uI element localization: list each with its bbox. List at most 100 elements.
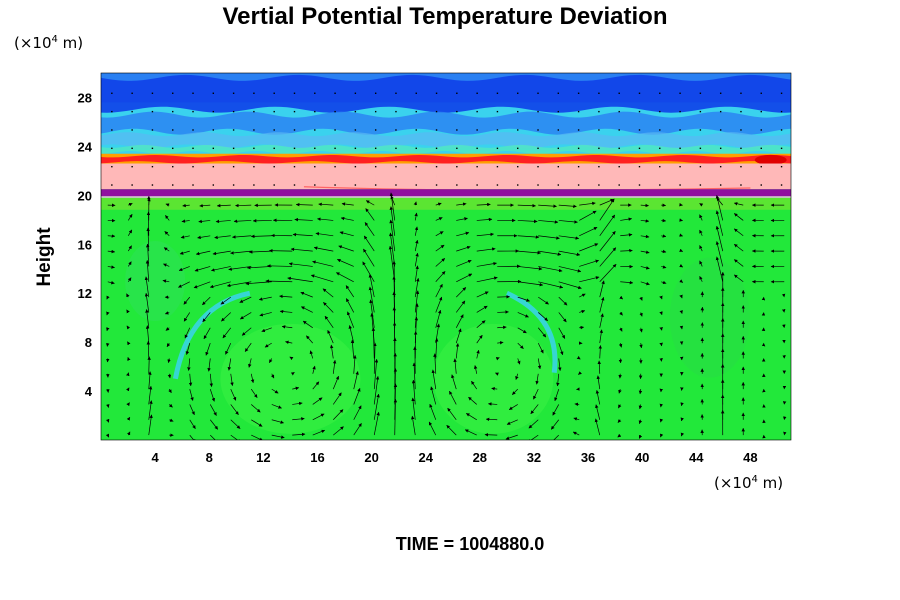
vector-dot: [435, 184, 438, 186]
vector-arrow: [233, 219, 252, 223]
vector-arrow: [388, 232, 396, 267]
vector-arrow: [270, 373, 275, 379]
vector-arrow: [618, 404, 622, 409]
vector-arrow: [317, 217, 334, 221]
vector-arrow: [212, 250, 231, 256]
vector-dot: [395, 92, 397, 94]
vector-arrow: [579, 325, 585, 330]
vector-dot: [456, 110, 458, 113]
vector-arrow: [261, 327, 272, 332]
vector-arrow: [167, 373, 172, 379]
vector-arrow: [185, 343, 191, 355]
vector-dot: [415, 165, 417, 168]
vector-dot: [719, 92, 722, 94]
vector-arrow: [105, 418, 110, 423]
vector-arrow: [126, 309, 130, 314]
vector-arrow: [178, 281, 190, 288]
vector-arrow: [538, 296, 549, 305]
vector-arrow: [279, 309, 293, 314]
vector-arrow: [659, 403, 664, 408]
vector-arrow: [554, 389, 560, 402]
vector-arrow: [558, 235, 580, 240]
vector-dot: [517, 165, 519, 168]
vector-arrow: [414, 252, 419, 267]
vector-arrow: [576, 355, 581, 360]
vector-arrow: [209, 281, 231, 289]
vector-arrow: [179, 250, 190, 255]
vector-dot: [435, 92, 438, 94]
vector-dot: [273, 92, 275, 94]
vector-arrow: [597, 360, 602, 374]
vector-arrow: [435, 258, 446, 267]
vector-arrow: [733, 243, 744, 252]
vector-arrow: [699, 245, 703, 252]
vector-arrow: [558, 358, 562, 371]
vector-dot: [192, 184, 194, 186]
vector-dot: [659, 129, 661, 131]
vector-arrow: [251, 419, 263, 427]
vector-arrow: [659, 311, 663, 316]
vector-arrow: [517, 266, 543, 271]
vector-arrow: [558, 266, 582, 273]
y-tick-label: 20: [78, 188, 92, 203]
vector-arrow: [476, 291, 489, 298]
vector-dot: [679, 184, 681, 186]
vector-dot: [131, 110, 133, 113]
vector-arrow: [239, 296, 252, 303]
vector-dot: [131, 165, 133, 168]
vector-dot: [456, 165, 458, 168]
vector-arrow: [638, 419, 643, 425]
vector-arrow: [618, 389, 622, 394]
vector-arrow: [451, 374, 457, 390]
vector-arrow: [558, 312, 567, 323]
vector-arrow: [365, 200, 375, 206]
vector-dot: [151, 92, 154, 94]
vector-arrow: [715, 225, 724, 252]
vector-dot: [253, 147, 255, 150]
vector-dot: [577, 110, 580, 113]
vector-arrow: [128, 203, 133, 207]
vector-arrow: [163, 263, 170, 267]
vector-arrow: [411, 397, 416, 420]
vector-arrow: [530, 404, 539, 415]
vector-dot: [537, 184, 539, 186]
vector-dot: [577, 184, 580, 186]
vector-arrow: [497, 341, 504, 345]
vector-arrow: [505, 434, 518, 440]
vector-arrow: [292, 232, 313, 237]
vector-arrow: [639, 343, 643, 349]
vector-dot: [577, 129, 580, 131]
vector-arrow: [300, 306, 313, 313]
vector-dot: [415, 92, 417, 94]
vector-arrow: [148, 385, 153, 405]
cyan-crescent: [172, 290, 251, 380]
vector-arrow: [389, 219, 396, 252]
vector-dot: [517, 184, 519, 186]
vector-arrow: [292, 401, 303, 406]
vector-arrow: [107, 265, 115, 269]
vector-dot: [111, 165, 113, 168]
vector-arrow: [538, 281, 564, 289]
x-tick-label: 32: [527, 450, 541, 465]
vector-arrow: [414, 239, 419, 252]
vector-dot: [334, 129, 336, 131]
vector-arrow: [595, 404, 601, 420]
vector-arrow: [497, 325, 507, 330]
y-axis-unit: (×104 m): [14, 34, 83, 52]
vector-arrow: [598, 345, 603, 359]
vector-arrow: [279, 294, 293, 299]
vector-arrow: [517, 327, 527, 334]
vector-arrow: [640, 250, 650, 254]
vector-dot: [151, 165, 154, 168]
vector-arrow: [106, 389, 110, 393]
vector-dot: [293, 92, 296, 94]
field-patch: [433, 323, 554, 434]
vector-arrow: [639, 327, 643, 333]
vector-arrow: [468, 396, 477, 405]
vector-arrow: [332, 375, 340, 390]
vector-dot: [111, 110, 113, 113]
vector-arrow: [435, 231, 444, 237]
vector-arrow: [517, 250, 541, 255]
vector-arrow: [189, 434, 196, 440]
vector-dot: [496, 147, 499, 150]
